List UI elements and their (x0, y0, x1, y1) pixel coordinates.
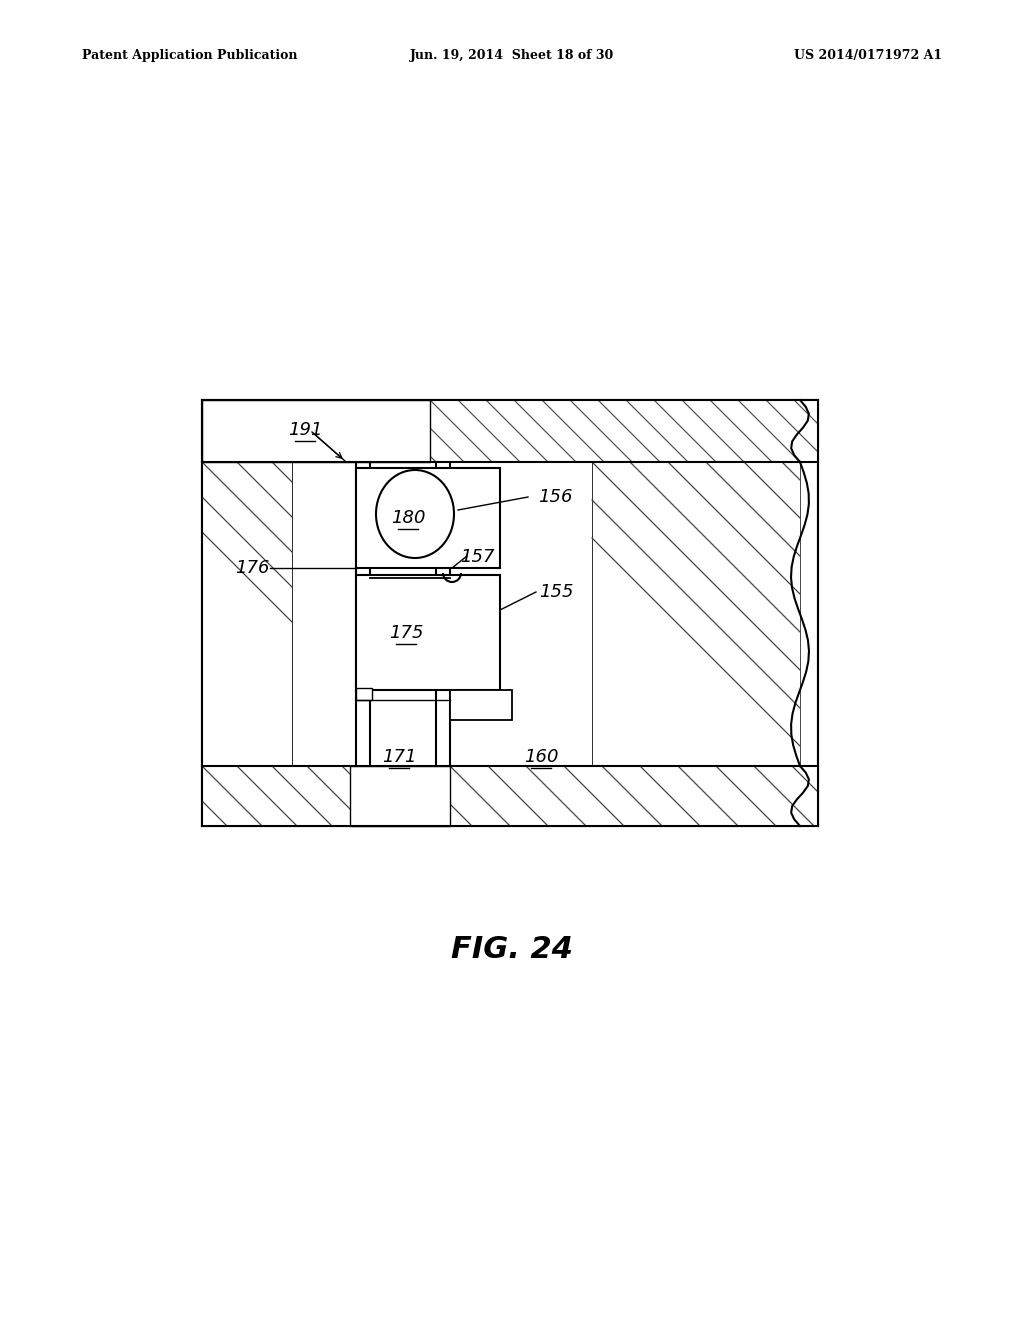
Bar (450, 766, 818, 826)
Text: 156: 156 (538, 488, 572, 506)
Text: Jun. 19, 2014  Sheet 18 of 30: Jun. 19, 2014 Sheet 18 of 30 (410, 49, 614, 62)
Text: 180: 180 (391, 510, 425, 527)
Bar (202, 766, 350, 826)
Bar (450, 690, 512, 719)
Bar (350, 766, 450, 826)
Bar (292, 462, 592, 766)
Bar (592, 462, 800, 766)
Text: FIG. 24: FIG. 24 (451, 935, 573, 964)
Text: 157: 157 (460, 548, 495, 566)
Bar (356, 469, 500, 568)
Bar (356, 576, 500, 690)
Text: 191: 191 (288, 421, 323, 440)
Bar (202, 462, 292, 766)
Bar (202, 400, 430, 462)
Text: Patent Application Publication: Patent Application Publication (82, 49, 298, 62)
Bar (356, 688, 372, 700)
Bar (202, 400, 818, 826)
Text: 171: 171 (382, 748, 416, 766)
Text: 155: 155 (539, 583, 573, 601)
Text: 175: 175 (389, 624, 423, 642)
Text: 176: 176 (234, 558, 269, 577)
Text: 160: 160 (523, 748, 558, 766)
Text: US 2014/0171972 A1: US 2014/0171972 A1 (794, 49, 942, 62)
Bar (430, 400, 818, 462)
Ellipse shape (376, 470, 454, 558)
